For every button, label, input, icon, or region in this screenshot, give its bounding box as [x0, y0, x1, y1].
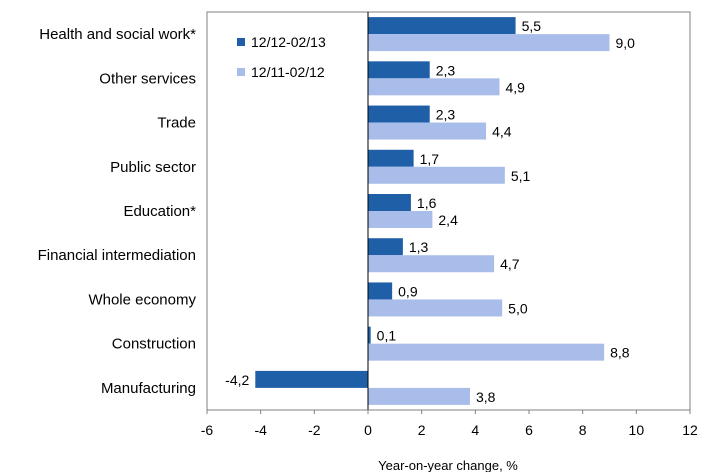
x-tick-label: -4 — [254, 422, 267, 438]
legend-label-series-1: 12/12-02/13 — [251, 34, 326, 50]
category-label: Manufacturing — [101, 380, 196, 397]
x-tick-label: 4 — [471, 422, 479, 438]
legend: 12/12-02/13 12/11-02/12 — [237, 34, 326, 80]
value-label: 4,7 — [500, 256, 520, 272]
bar-series-1 — [368, 194, 411, 211]
x-axis-title: Year-on-year change, % — [378, 458, 518, 472]
value-label: 4,4 — [492, 124, 512, 140]
category-label: Other services — [99, 70, 196, 87]
legend-label-series-2: 12/11-02/12 — [251, 64, 325, 80]
bar-series-1 — [368, 105, 430, 123]
bar-series-2 — [368, 211, 433, 228]
value-label: 5,1 — [511, 168, 531, 184]
category-label: Public sector — [110, 159, 196, 176]
category-label: Financial intermediation — [38, 247, 196, 264]
value-label: 1,3 — [409, 239, 429, 255]
bar-series-2 — [368, 255, 495, 273]
x-tick-label: 0 — [364, 422, 372, 438]
value-label: 0,1 — [377, 328, 397, 344]
bar-series-2 — [368, 122, 487, 140]
category-label: Education* — [123, 203, 196, 220]
bars-group — [255, 17, 610, 405]
bar-series-2 — [368, 34, 610, 52]
bar-series-2 — [368, 387, 470, 405]
legend-swatch-series-2 — [237, 68, 245, 76]
value-label: 9,0 — [616, 35, 636, 51]
bar-series-1 — [368, 149, 414, 167]
bar-series-2 — [368, 166, 505, 184]
value-label: 2,3 — [436, 107, 456, 123]
value-label: 2,4 — [438, 212, 458, 228]
x-tick-label: -6 — [201, 422, 214, 438]
category-label: Whole economy — [88, 291, 196, 308]
category-label: Trade — [157, 115, 196, 132]
category-labels-group: Health and social work* Other services Tra… — [38, 26, 197, 397]
value-label: -4,2 — [225, 372, 249, 388]
value-label: 5,5 — [522, 18, 542, 34]
legend-swatch-series-1 — [237, 38, 245, 46]
x-tick-label: 6 — [525, 422, 533, 438]
x-tick-label: 8 — [579, 422, 587, 438]
bar-series-2 — [368, 78, 500, 96]
bar-series-1 — [368, 238, 403, 256]
bar-series-1 — [255, 370, 368, 388]
bar-series-2 — [368, 299, 503, 317]
bar-series-1 — [368, 61, 430, 79]
category-label: Health and social work* — [39, 26, 196, 43]
bar-series-1 — [368, 17, 516, 35]
value-label: 5,0 — [508, 300, 528, 316]
value-label: 0,9 — [398, 283, 418, 299]
value-label: 3,8 — [476, 389, 496, 405]
bar-series-2 — [368, 343, 605, 361]
value-label: 2,3 — [436, 62, 456, 78]
value-label: 4,9 — [505, 79, 525, 95]
x-tick-label: -2 — [308, 422, 321, 438]
category-label: Construction — [112, 336, 196, 353]
x-tick-label: 12 — [682, 422, 698, 438]
value-label: 8,8 — [610, 345, 630, 361]
value-label: 1,7 — [420, 151, 440, 167]
x-tick-label: 2 — [418, 422, 426, 438]
value-label: 1,6 — [417, 195, 437, 211]
bar-series-1 — [368, 326, 371, 344]
x-axis-ticks-group: -6 -4 -2 0 2 4 6 8 10 12 — [201, 409, 698, 438]
x-tick-label: 10 — [629, 422, 645, 438]
bar-series-1 — [368, 282, 393, 300]
value-labels-group: 5,5 9,0 2,3 4,9 2,3 4,4 1,7 5,1 1,62,4 1,3 4,7 0,9 5… — [225, 18, 635, 405]
